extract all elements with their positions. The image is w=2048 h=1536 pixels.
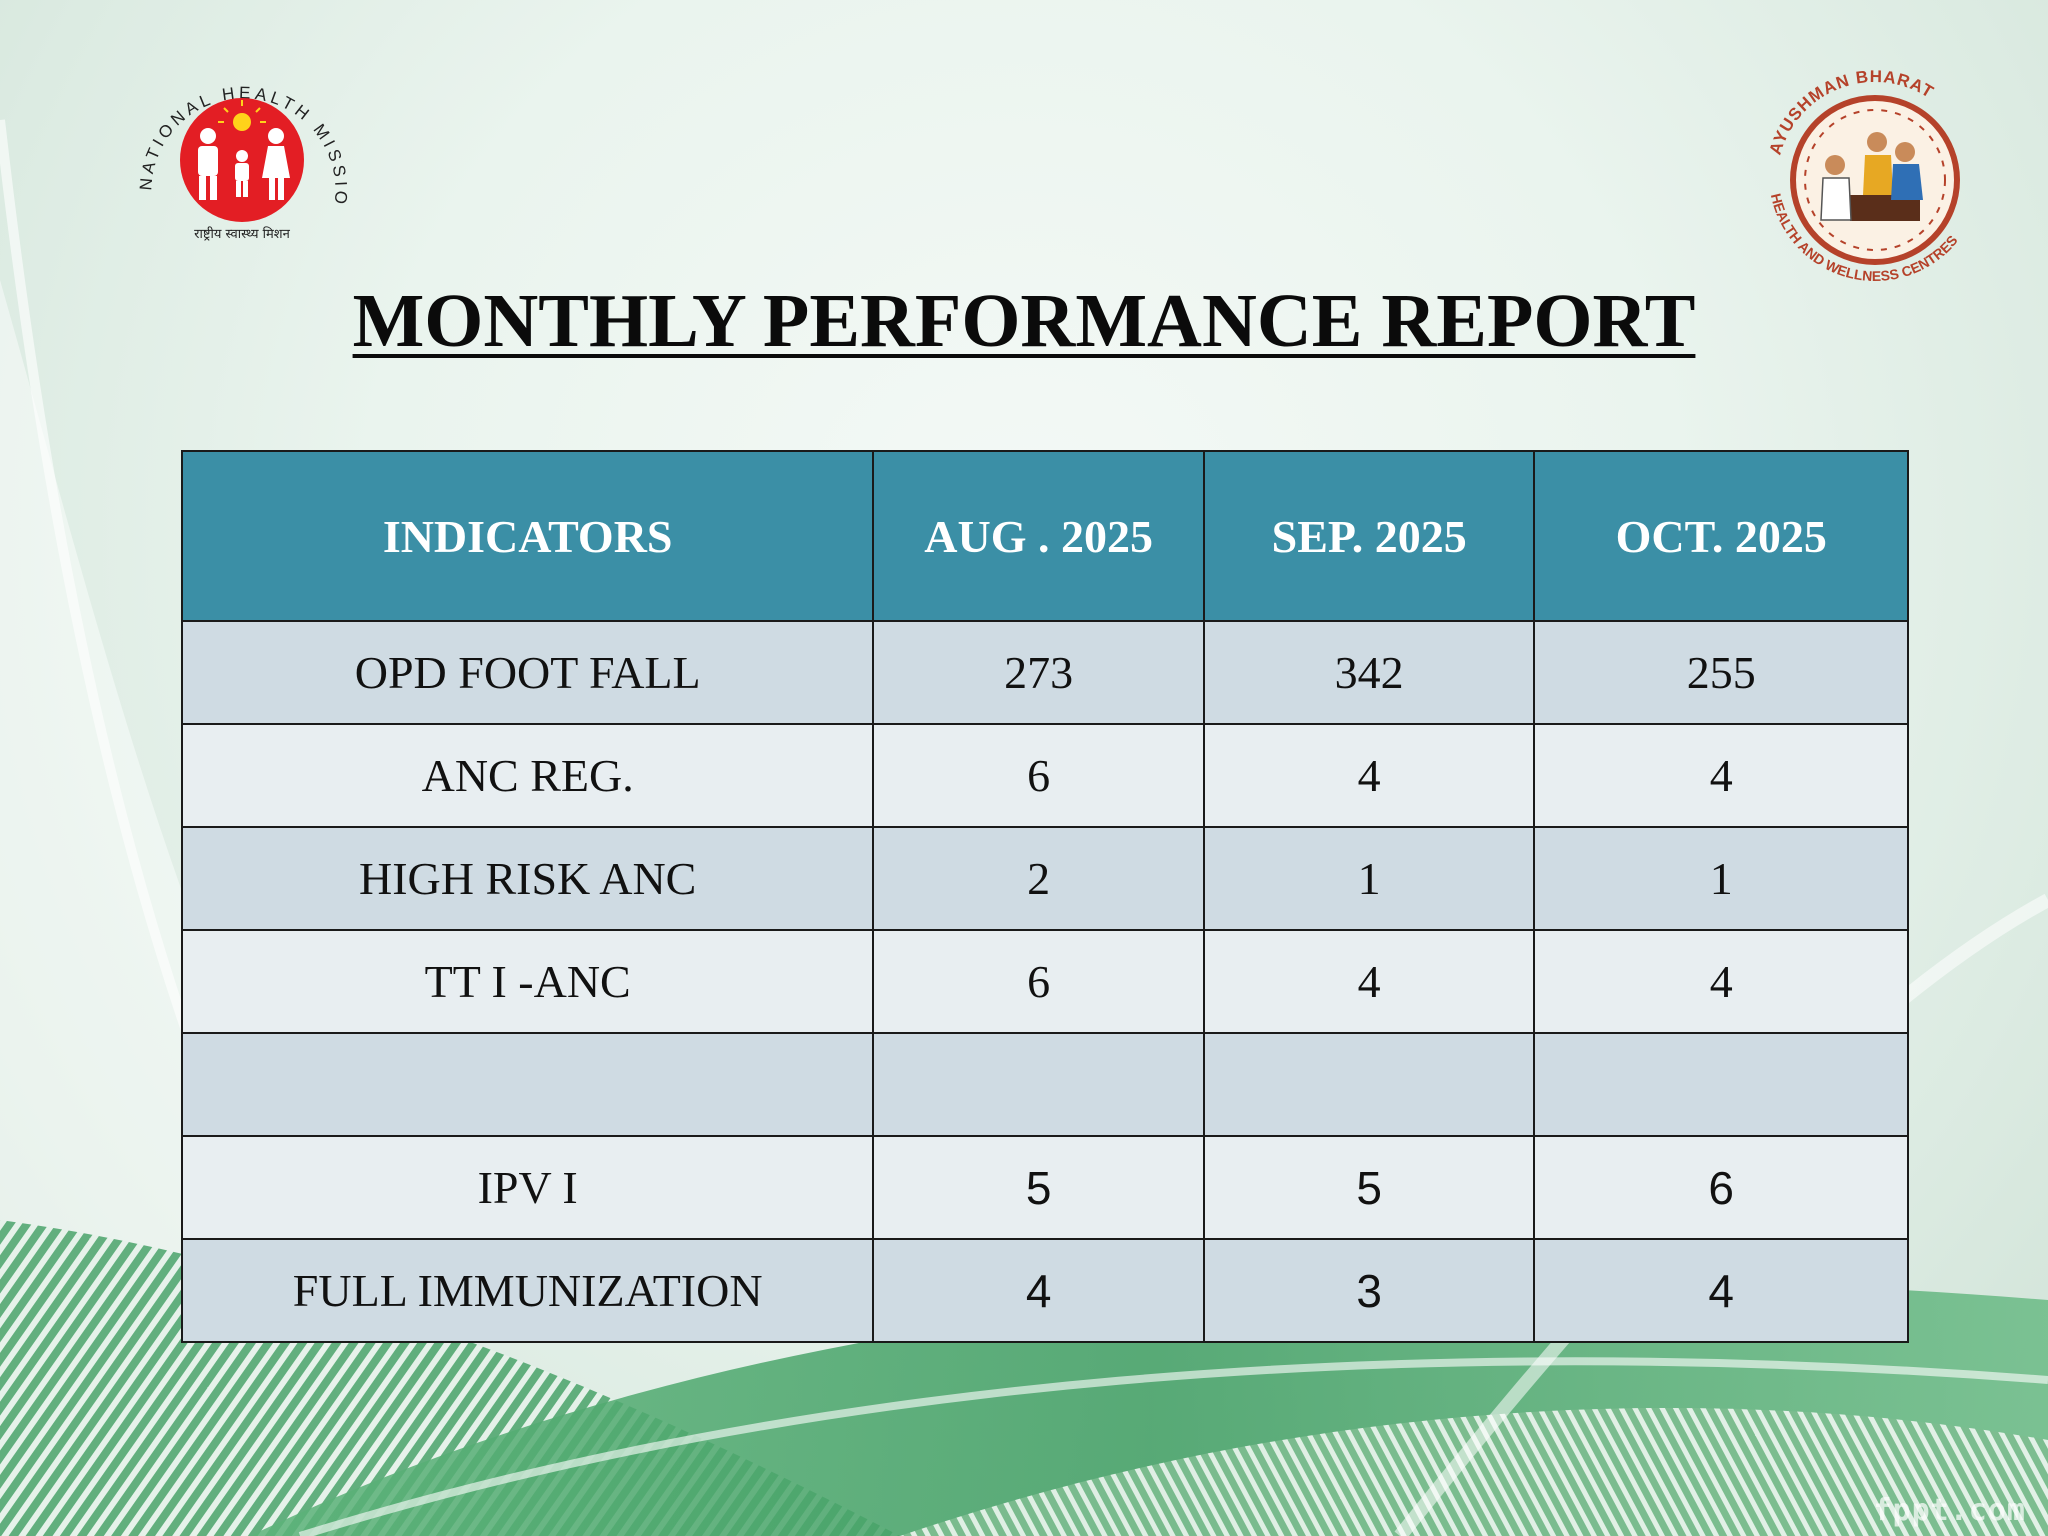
table-row: ANC REG. 6 4 4 — [180, 723, 1909, 828]
value-cell: 6 — [1533, 1135, 1909, 1240]
value-cell — [1202, 1032, 1536, 1137]
value-cell: 342 — [1202, 620, 1536, 725]
indicator-cell: IPV I — [180, 1135, 875, 1240]
table-row: HIGH RISK ANC 2 1 1 — [180, 826, 1909, 931]
doctor-patient-icon — [1820, 132, 1923, 221]
indicator-cell: FULL IMMUNIZATION — [180, 1238, 875, 1343]
value-cell: 4 — [1202, 723, 1536, 828]
performance-table: INDICATORS AUG . 2025 SEP. 2025 OCT. 202… — [180, 450, 1909, 1343]
value-cell: 5 — [872, 1135, 1205, 1240]
indicator-cell: OPD FOOT FALL — [180, 620, 875, 725]
value-cell: 4 — [1533, 929, 1909, 1034]
value-cell: 4 — [1533, 723, 1909, 828]
value-cell: 255 — [1533, 620, 1909, 725]
table-row: FULL IMMUNIZATION 4 3 4 — [180, 1238, 1909, 1343]
table-row: TT I -ANC 6 4 4 — [180, 929, 1909, 1034]
header-aug-2025: AUG . 2025 — [872, 450, 1205, 622]
value-cell — [872, 1032, 1205, 1137]
indicator-cell: TT I -ANC — [180, 929, 875, 1034]
value-cell — [1533, 1032, 1909, 1137]
value-cell: 6 — [872, 929, 1205, 1034]
header-oct-2025: OCT. 2025 — [1533, 450, 1909, 622]
indicator-cell — [180, 1032, 875, 1137]
value-cell: 4 — [872, 1238, 1205, 1343]
table-row: IPV I 5 5 6 — [180, 1135, 1909, 1240]
header-sep-2025: SEP. 2025 — [1202, 450, 1536, 622]
value-cell: 6 — [872, 723, 1205, 828]
value-cell: 1 — [1202, 826, 1536, 931]
value-cell: 5 — [1202, 1135, 1536, 1240]
table-header-row: INDICATORS AUG . 2025 SEP. 2025 OCT. 202… — [180, 450, 1909, 622]
page-title: MONTHLY PERFORMANCE REPORT — [352, 279, 1696, 363]
nhm-logo: NATIONAL HEALTH MISSION राष्ट्रीय स्वास्… — [130, 60, 347, 242]
table-row: OPD FOOT FALL 273 342 255 — [180, 620, 1909, 725]
table-row-empty — [180, 1032, 1909, 1137]
nhm-hindi-text: राष्ट्रीय स्वास्थ्य मिशन — [194, 226, 290, 242]
value-cell: 2 — [872, 826, 1205, 931]
value-cell: 3 — [1202, 1238, 1536, 1343]
value-cell: 4 — [1202, 929, 1536, 1034]
watermark: fppt.com — [1873, 1493, 2026, 1528]
value-cell: 273 — [872, 620, 1205, 725]
value-cell: 4 — [1533, 1238, 1909, 1343]
indicator-cell: HIGH RISK ANC — [180, 826, 875, 931]
value-cell: 1 — [1533, 826, 1909, 931]
header-indicators: INDICATORS — [180, 450, 875, 622]
indicator-cell: ANC REG. — [180, 723, 875, 828]
ayushman-bharat-logo: AYUSHMAN BHARAT HEALTH AND WELLNESS CENT… — [1766, 67, 1961, 284]
